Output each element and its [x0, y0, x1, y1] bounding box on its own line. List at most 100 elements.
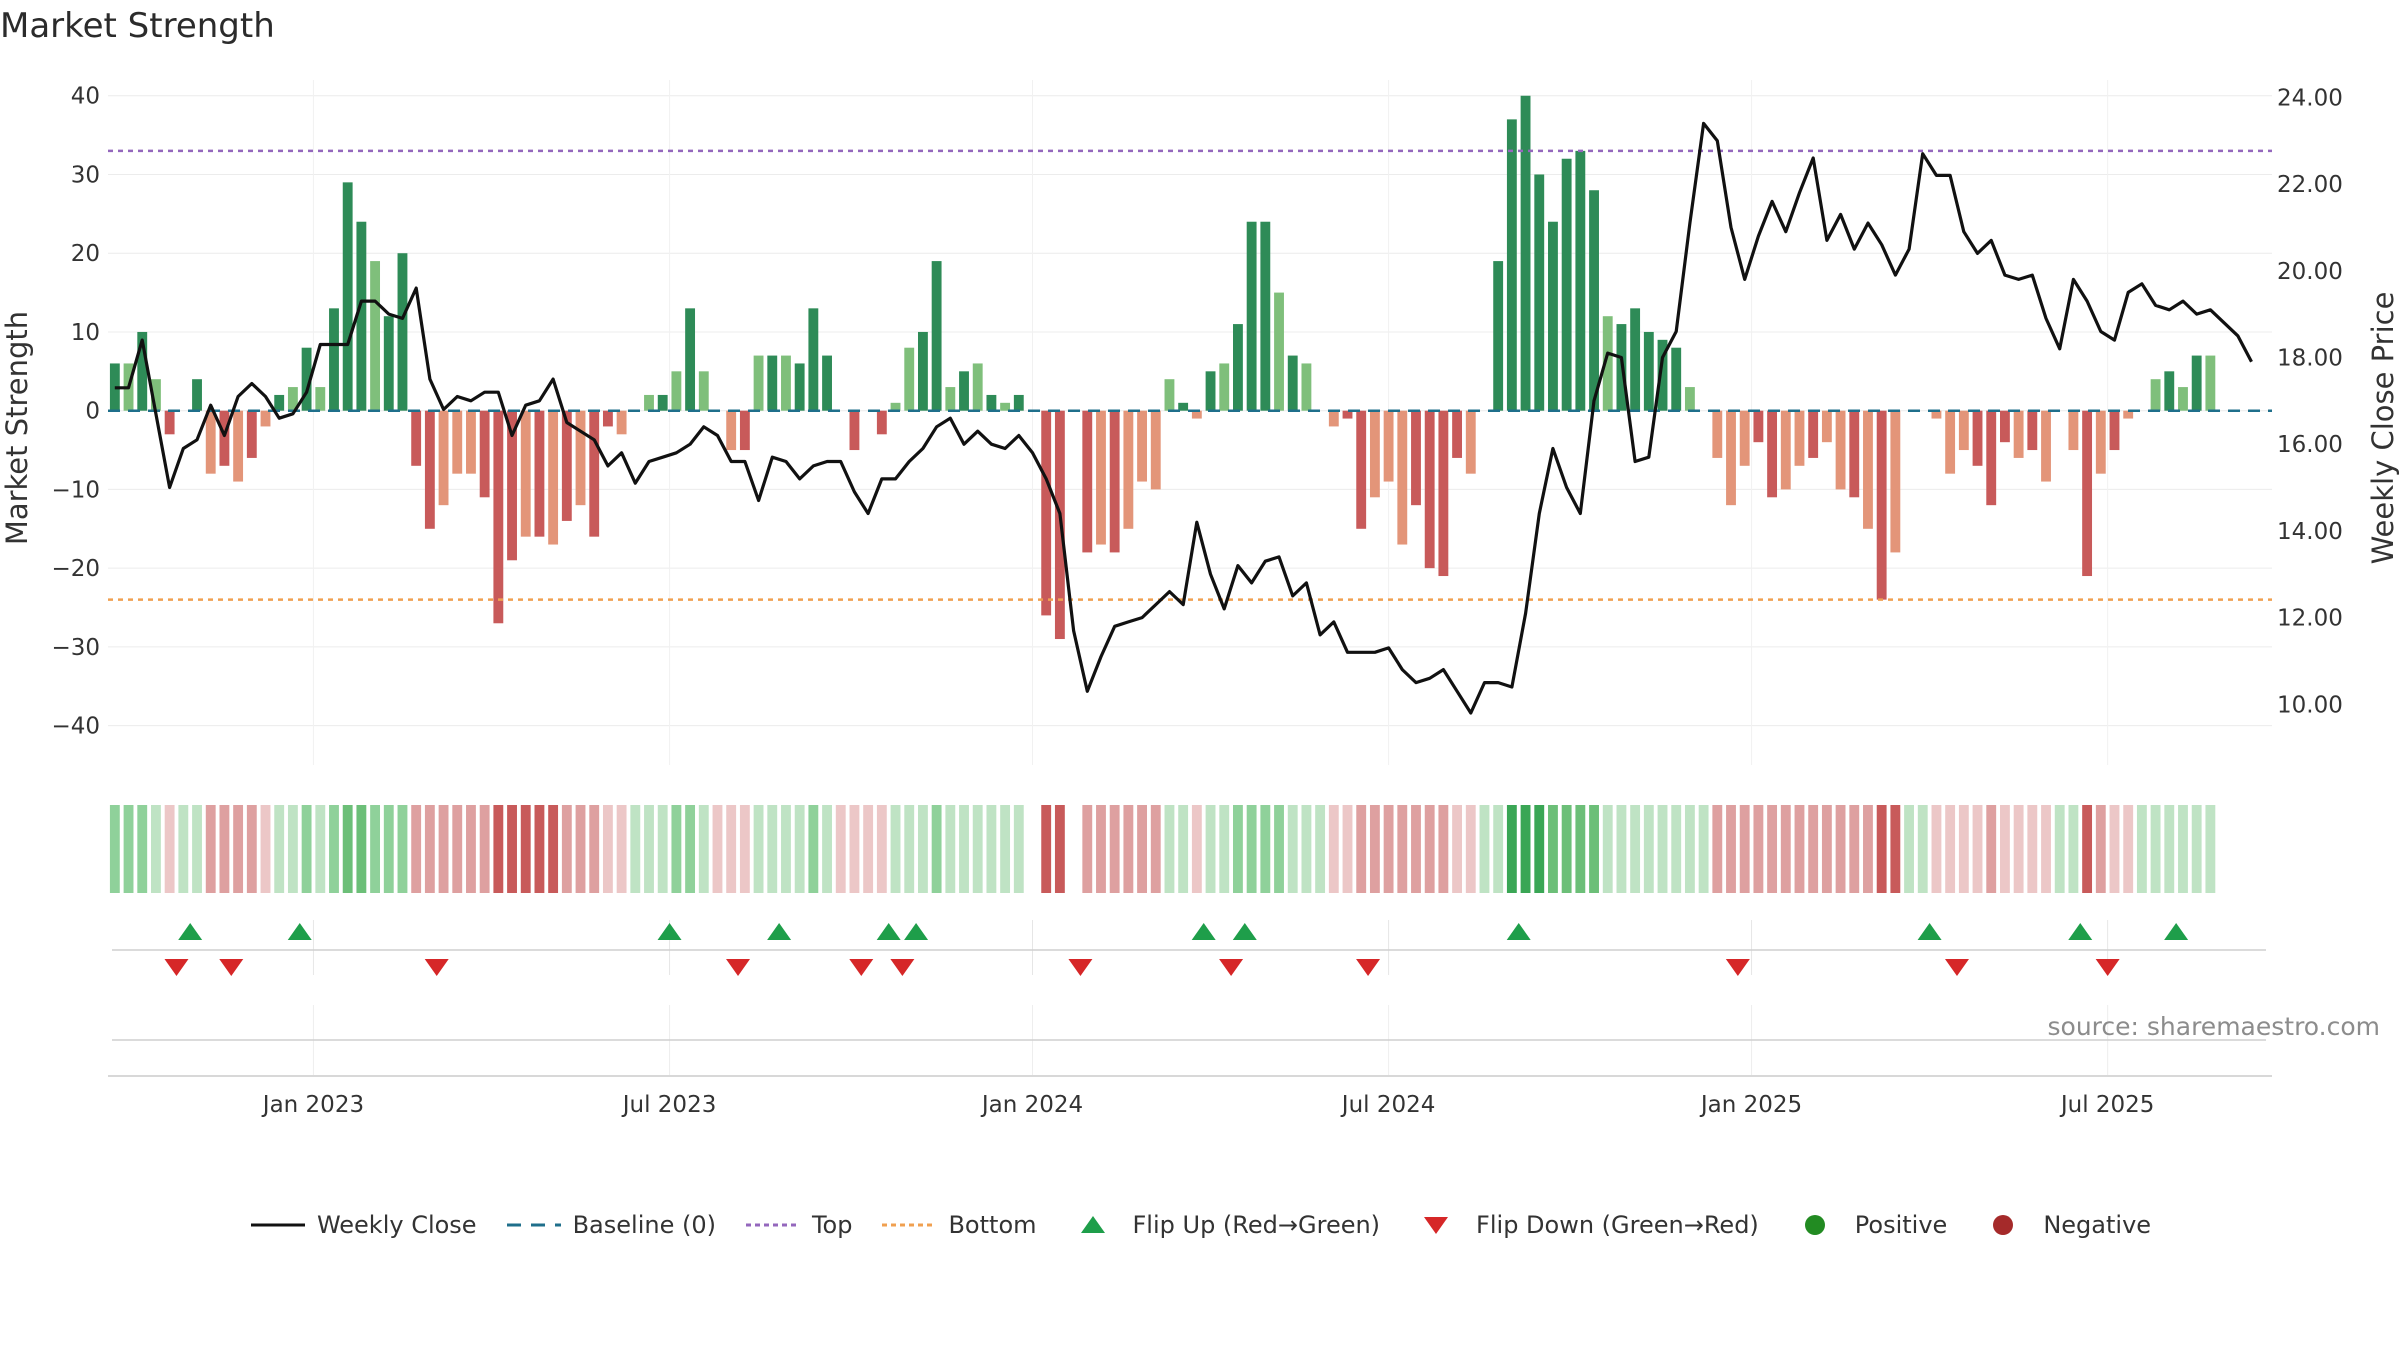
strength-bar	[2164, 371, 2175, 411]
flip-down-marker	[890, 959, 915, 976]
strip-cell	[1109, 805, 1120, 893]
strip-cell	[671, 805, 682, 893]
strength-bar	[1369, 410, 1380, 498]
strength-bar	[794, 363, 805, 411]
strength-bar	[1397, 410, 1408, 545]
triangle-down-icon	[1424, 1217, 1449, 1234]
x-tick-label: Jul 2025	[2059, 1092, 2155, 1118]
strength-bar	[822, 355, 832, 411]
strength-bar	[1767, 410, 1778, 498]
strip-cell	[287, 805, 298, 893]
strip-cell	[1835, 805, 1846, 893]
strip-cell	[219, 805, 230, 893]
strength-bar	[2027, 410, 2038, 451]
y2-tick-label: 22.00	[2277, 172, 2343, 198]
strip-cell	[301, 805, 312, 893]
flip-markers	[164, 923, 2189, 976]
strength-bar	[192, 379, 202, 411]
strength-bar	[1246, 221, 1257, 411]
strip-cell	[1794, 805, 1805, 893]
strength-bar	[1328, 410, 1339, 427]
circle-icon	[1804, 1215, 1825, 1235]
y2-tick-label: 14.00	[2277, 519, 2343, 545]
y-tick-label: 40	[71, 84, 100, 110]
strip-cell	[657, 805, 668, 893]
legend-label: Baseline (0)	[572, 1211, 716, 1239]
strength-bar	[205, 410, 216, 474]
strength-bar	[1233, 324, 1243, 411]
strength-bar	[849, 410, 860, 451]
strip-cell	[2150, 805, 2161, 893]
strip-cell	[2054, 805, 2065, 893]
strength-bar	[1548, 221, 1558, 411]
strength-bar	[1493, 261, 1504, 411]
flip-up-marker	[1191, 923, 1216, 940]
strip-cell	[260, 805, 271, 893]
strip-cell	[876, 805, 887, 893]
strength-bar	[479, 410, 490, 498]
strip-cell	[863, 805, 874, 893]
strip-cell	[1808, 805, 1819, 893]
strength-bar	[1178, 402, 1189, 411]
strip-cell	[2178, 805, 2188, 893]
flip-down-marker	[849, 959, 874, 976]
strip-cell	[1520, 805, 1531, 893]
legend-label: Flip Up (Red→Green)	[1132, 1211, 1381, 1239]
legend-item-positive: Positive	[1787, 1211, 1947, 1239]
strip-cell	[561, 805, 572, 893]
legend-label: Flip Down (Green→Red)	[1476, 1211, 1759, 1239]
strength-bar	[151, 379, 161, 411]
legend-item-negative: Negative	[1975, 1211, 2151, 1239]
y-tick-label: −10	[51, 477, 100, 503]
strip-cell	[575, 805, 586, 893]
strip-cell	[753, 805, 764, 893]
strength-bar	[1575, 150, 1586, 411]
strength-bar	[589, 410, 600, 537]
strip-cell	[1849, 805, 1860, 893]
strength-bar	[260, 410, 271, 427]
strength-bar	[164, 410, 175, 435]
strip-cell	[1945, 805, 1956, 893]
strength-bar	[986, 394, 997, 411]
strip-cell	[233, 805, 244, 893]
strength-bar	[2109, 410, 2120, 451]
strip-cell	[986, 805, 997, 893]
legend-item-flip-down: Flip Down (Green→Red)	[1408, 1211, 1759, 1239]
strip-cell	[781, 805, 791, 893]
strength-bar	[616, 410, 627, 435]
strip-cell	[383, 805, 394, 893]
strip-cell	[164, 805, 175, 893]
strength-bar	[1589, 190, 1599, 411]
legend-label: Top	[811, 1211, 853, 1239]
legend-item-flip-up: Flip Up (Red→Green)	[1065, 1211, 1381, 1239]
strip-cell	[945, 805, 956, 893]
strip-cell	[1397, 805, 1408, 893]
strength-bar	[1671, 347, 1682, 411]
strength-bar	[1863, 410, 1873, 529]
strip-cell	[370, 805, 381, 893]
strip-cell	[2082, 805, 2093, 893]
strength-bar	[1999, 410, 2010, 443]
flip-up-marker	[2164, 923, 2189, 940]
strength-bar	[1219, 363, 1230, 411]
legend-label: Weekly Close	[316, 1211, 477, 1239]
y-tick-label: −30	[51, 635, 100, 661]
legend-item-bottom: Bottom	[880, 1211, 1037, 1239]
strip-cell	[1356, 805, 1367, 893]
strength-bar	[1150, 410, 1161, 490]
strip-cell	[534, 805, 545, 893]
strength-bar	[1972, 410, 1983, 466]
strength-bar	[767, 355, 778, 411]
strip-cell	[109, 805, 120, 893]
strip-cell	[1000, 805, 1011, 893]
strip-cell	[2164, 805, 2175, 893]
strength-bar	[1082, 410, 1093, 553]
strength-bar	[781, 355, 791, 411]
legend-item-close: Weekly Close	[249, 1211, 477, 1239]
strip-cell	[1424, 805, 1435, 893]
strength-bar	[2068, 410, 2079, 451]
strength-bar	[1274, 292, 1284, 411]
strip-cell	[712, 805, 723, 893]
flip-down-marker	[424, 959, 449, 976]
